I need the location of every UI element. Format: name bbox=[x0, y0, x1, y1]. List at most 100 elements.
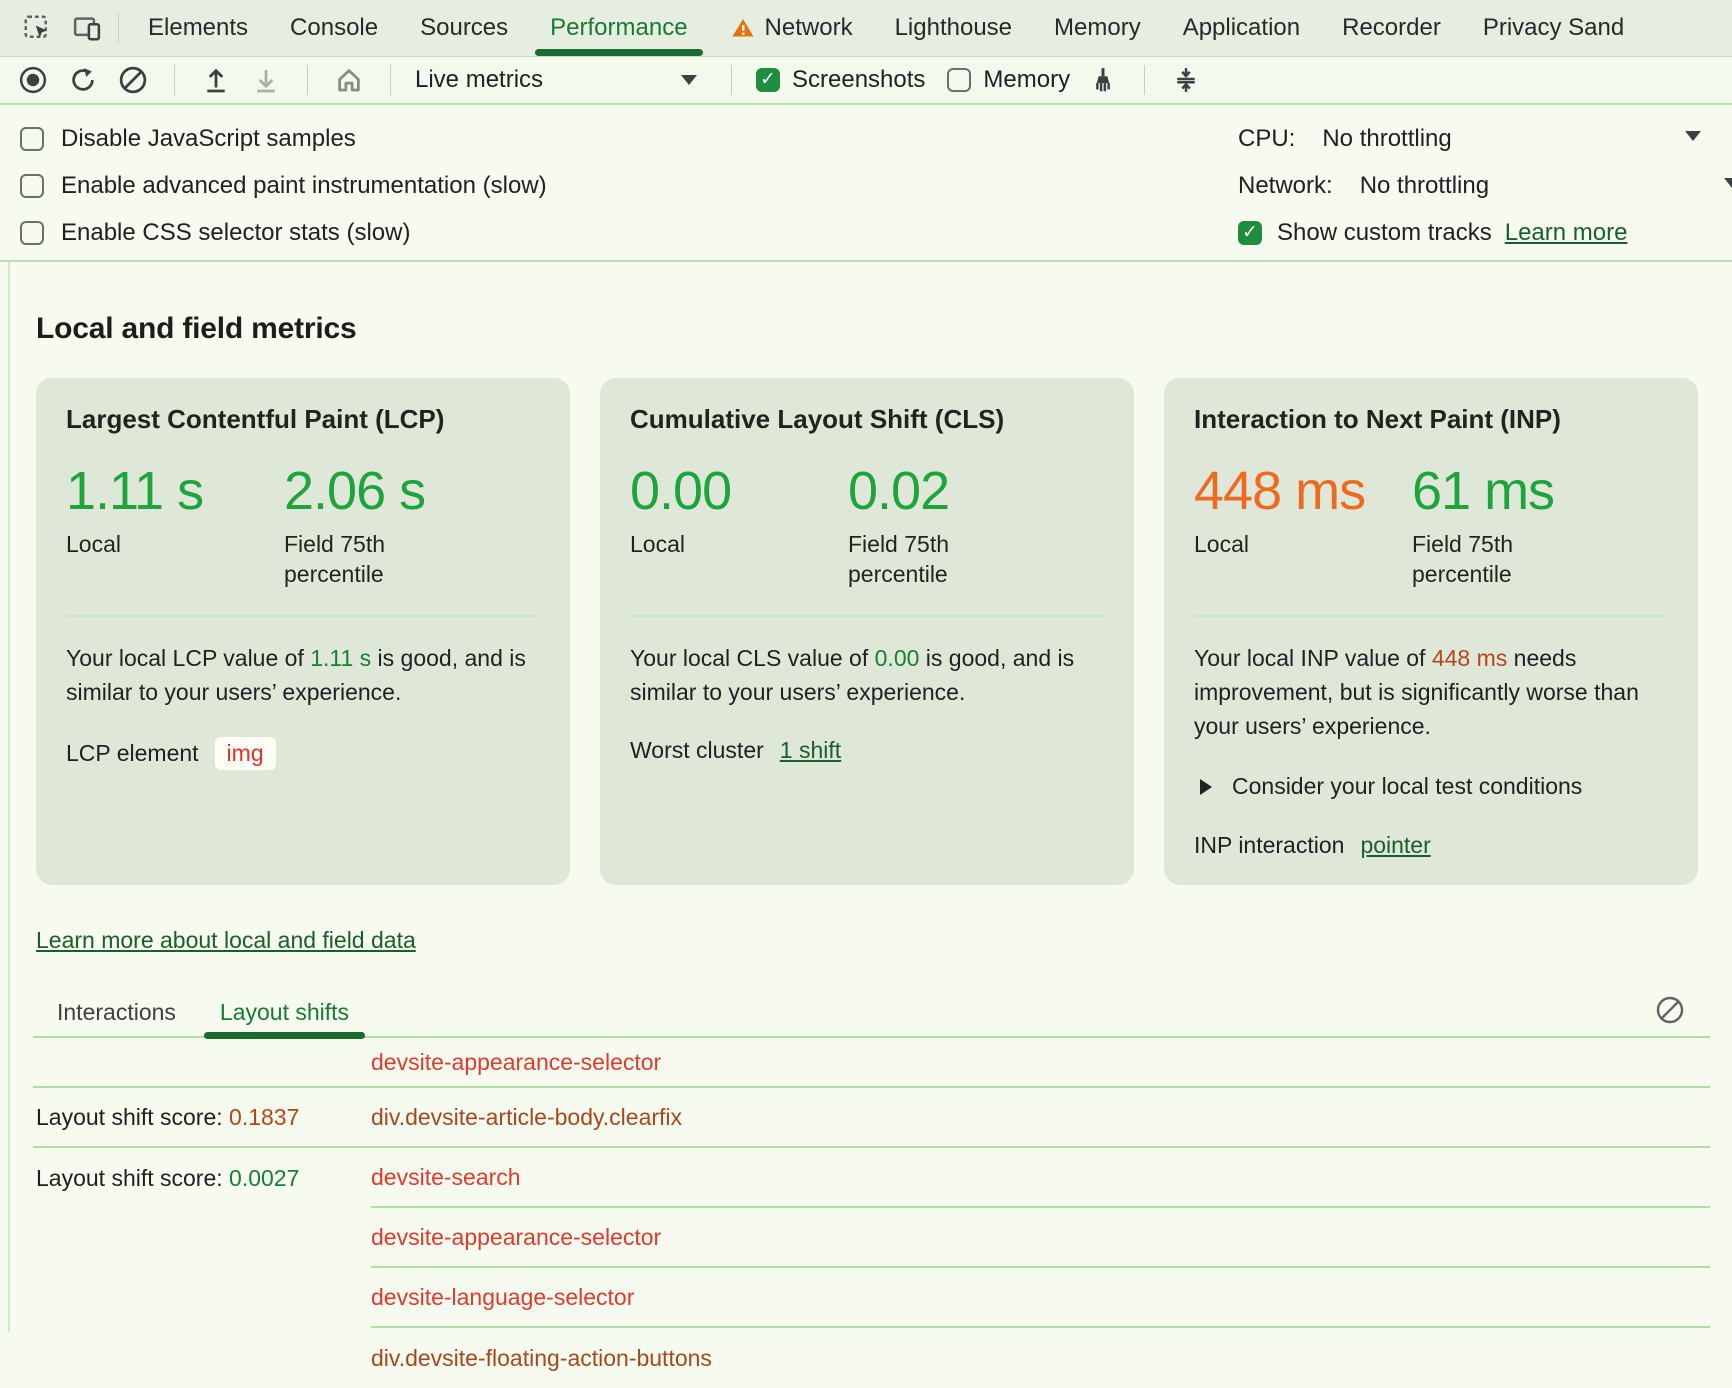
layout-shift-row[interactable]: div.devsite-floating-action-buttons bbox=[33, 1328, 1710, 1388]
inspect-element-icon[interactable] bbox=[20, 11, 54, 45]
network-throttle-row: Network: No throttling bbox=[1238, 162, 1732, 209]
tab-privacy-sandbox[interactable]: Privacy Sand bbox=[1462, 0, 1645, 56]
disclosure-label: Consider your local test conditions bbox=[1232, 773, 1583, 799]
card-divider bbox=[630, 615, 1104, 617]
shift-selector[interactable]: div.devsite-floating-action-buttons bbox=[371, 1344, 712, 1371]
download-profile-icon[interactable] bbox=[249, 63, 283, 97]
chevron-down-icon[interactable] bbox=[1685, 131, 1701, 141]
collapse-panel-icon[interactable] bbox=[1169, 63, 1203, 97]
card-divider bbox=[66, 615, 540, 617]
home-live-metrics-icon[interactable] bbox=[332, 63, 366, 97]
show-custom-tracks-label: Show custom tracks bbox=[1277, 218, 1492, 246]
desc-value: 448 ms bbox=[1431, 645, 1508, 671]
tab-network[interactable]: Network bbox=[709, 0, 874, 56]
memory-label: Memory bbox=[983, 66, 1071, 93]
layout-shift-row[interactable]: Layout shift score: 0.0027 devsite-searc… bbox=[33, 1148, 1710, 1208]
learn-more-link[interactable]: Learn more bbox=[1504, 218, 1628, 246]
inp-description: Your local INP value of 448 ms needs imp… bbox=[1194, 641, 1668, 743]
tab-label: Console bbox=[290, 14, 379, 41]
gc-broom-icon[interactable] bbox=[1086, 63, 1120, 97]
clear-log-icon[interactable] bbox=[1654, 994, 1686, 1026]
desc-text: is good, and is similar to your users’ e… bbox=[66, 645, 526, 705]
field-label: Field 75th percentile bbox=[1412, 531, 1514, 587]
metrics-heading: Local and field metrics bbox=[36, 312, 357, 345]
panel-left-edge bbox=[8, 262, 10, 1332]
shift-selector[interactable]: devsite-search bbox=[371, 1163, 521, 1190]
clear-icon[interactable] bbox=[116, 63, 150, 97]
shift-selector[interactable]: devsite-appearance-selector bbox=[371, 1223, 662, 1250]
shift-selector[interactable]: devsite-appearance-selector bbox=[371, 1048, 662, 1075]
show-custom-tracks-checkbox[interactable] bbox=[1238, 220, 1262, 245]
screenshots-checkbox[interactable] bbox=[756, 68, 780, 92]
live-metrics-log: Interactions Layout shifts devsite-appea… bbox=[33, 988, 1710, 1388]
tab-elements[interactable]: Elements bbox=[127, 0, 269, 56]
cls-description: Your local CLS value of 0.00 is good, an… bbox=[630, 641, 1104, 709]
tab-recorder[interactable]: Recorder bbox=[1321, 0, 1462, 56]
learn-more-field-data-link[interactable]: Learn more about local and field data bbox=[36, 927, 416, 953]
chevron-down-icon[interactable] bbox=[1724, 178, 1732, 188]
tab-sources[interactable]: Sources bbox=[399, 0, 529, 56]
reload-record-icon[interactable] bbox=[66, 63, 100, 97]
cpu-throttle-select[interactable]: No throttling bbox=[1322, 124, 1452, 152]
tab-label: Application bbox=[1182, 14, 1301, 41]
advanced-paint-checkbox[interactable] bbox=[20, 173, 44, 198]
history-dropdown[interactable]: Live metrics bbox=[415, 66, 707, 94]
cls-card: Cumulative Layout Shift (CLS) 0.00 Local… bbox=[600, 378, 1134, 885]
network-label: Network: bbox=[1238, 171, 1333, 199]
device-toolbar-icon[interactable] bbox=[70, 11, 104, 45]
layout-shift-row[interactable]: Layout shift score: 0.1837 div.devsite-a… bbox=[33, 1088, 1710, 1148]
lcp-local-value: 1.11 s bbox=[66, 461, 204, 521]
inp-local-value: 448 ms bbox=[1194, 461, 1366, 521]
shift-score-value: 0.0027 bbox=[229, 1164, 300, 1191]
layout-shift-row[interactable]: devsite-appearance-selector bbox=[33, 1208, 1710, 1268]
css-selector-stats-checkbox[interactable] bbox=[20, 220, 44, 245]
worst-cluster-link[interactable]: 1 shift bbox=[779, 737, 842, 763]
shift-selector[interactable]: devsite-language-selector bbox=[371, 1283, 635, 1310]
disable-js-samples-checkbox[interactable] bbox=[20, 126, 44, 151]
disclosure-triangle-icon bbox=[1200, 778, 1212, 795]
layout-shift-row[interactable]: devsite-language-selector bbox=[33, 1268, 1710, 1328]
lcp-card-title: Largest Contentful Paint (LCP) bbox=[66, 404, 445, 434]
shift-score-label: Layout shift score: bbox=[36, 1164, 230, 1191]
field-label: Field 75th percentile bbox=[848, 531, 950, 587]
log-tabs: Interactions Layout shifts bbox=[33, 988, 1710, 1039]
inp-interaction-label: INP interaction bbox=[1194, 832, 1345, 858]
tab-application[interactable]: Application bbox=[1162, 0, 1321, 56]
tab-console[interactable]: Console bbox=[269, 0, 399, 56]
desc-text: Your local CLS value of bbox=[630, 645, 875, 671]
divider bbox=[731, 65, 732, 95]
cpu-throttle-row: CPU: No throttling bbox=[1238, 115, 1732, 162]
tab-memory[interactable]: Memory bbox=[1033, 0, 1162, 56]
inp-field-value: 61 ms bbox=[1412, 461, 1555, 521]
warning-icon bbox=[730, 16, 756, 40]
desc-text: Your local LCP value of bbox=[66, 645, 311, 671]
network-throttle-select[interactable]: No throttling bbox=[1359, 171, 1490, 199]
worst-cluster-label: Worst cluster bbox=[630, 737, 764, 763]
record-icon[interactable] bbox=[16, 63, 50, 97]
tab-layout-shifts[interactable]: Layout shifts bbox=[203, 988, 366, 1039]
tab-interactions[interactable]: Interactions bbox=[57, 988, 176, 1036]
local-label: Local bbox=[1194, 531, 1249, 557]
local-label: Local bbox=[630, 531, 685, 557]
tab-label: Sources bbox=[420, 14, 509, 41]
desc-text: Your local INP value of bbox=[1194, 645, 1432, 671]
tab-lighthouse[interactable]: Lighthouse bbox=[874, 0, 1033, 56]
active-tab-underline bbox=[535, 49, 703, 56]
cpu-label: CPU: bbox=[1238, 124, 1296, 152]
shift-selector[interactable]: div.devsite-article-body.clearfix bbox=[371, 1103, 683, 1130]
layout-shift-row[interactable]: devsite-appearance-selector bbox=[33, 1038, 1710, 1088]
cls-card-title: Cumulative Layout Shift (CLS) bbox=[630, 404, 1005, 434]
inp-interaction-link[interactable]: pointer bbox=[1360, 832, 1431, 858]
tab-label: Privacy Sand bbox=[1482, 14, 1625, 41]
desc-value: 0.00 bbox=[874, 645, 920, 671]
memory-checkbox[interactable] bbox=[947, 68, 972, 92]
divider bbox=[118, 13, 119, 43]
upload-profile-icon[interactable] bbox=[199, 63, 233, 97]
tab-label: Recorder bbox=[1342, 14, 1441, 41]
tab-performance[interactable]: Performance bbox=[529, 0, 708, 56]
lcp-description: Your local LCP value of 1.11 s is good, … bbox=[66, 641, 540, 709]
lcp-element-chip[interactable]: img bbox=[214, 737, 276, 770]
lcp-field-value: 2.06 s bbox=[284, 461, 426, 521]
local-test-conditions-disclosure[interactable]: Consider your local test conditions bbox=[1194, 773, 1668, 800]
local-label: Local bbox=[66, 531, 121, 557]
